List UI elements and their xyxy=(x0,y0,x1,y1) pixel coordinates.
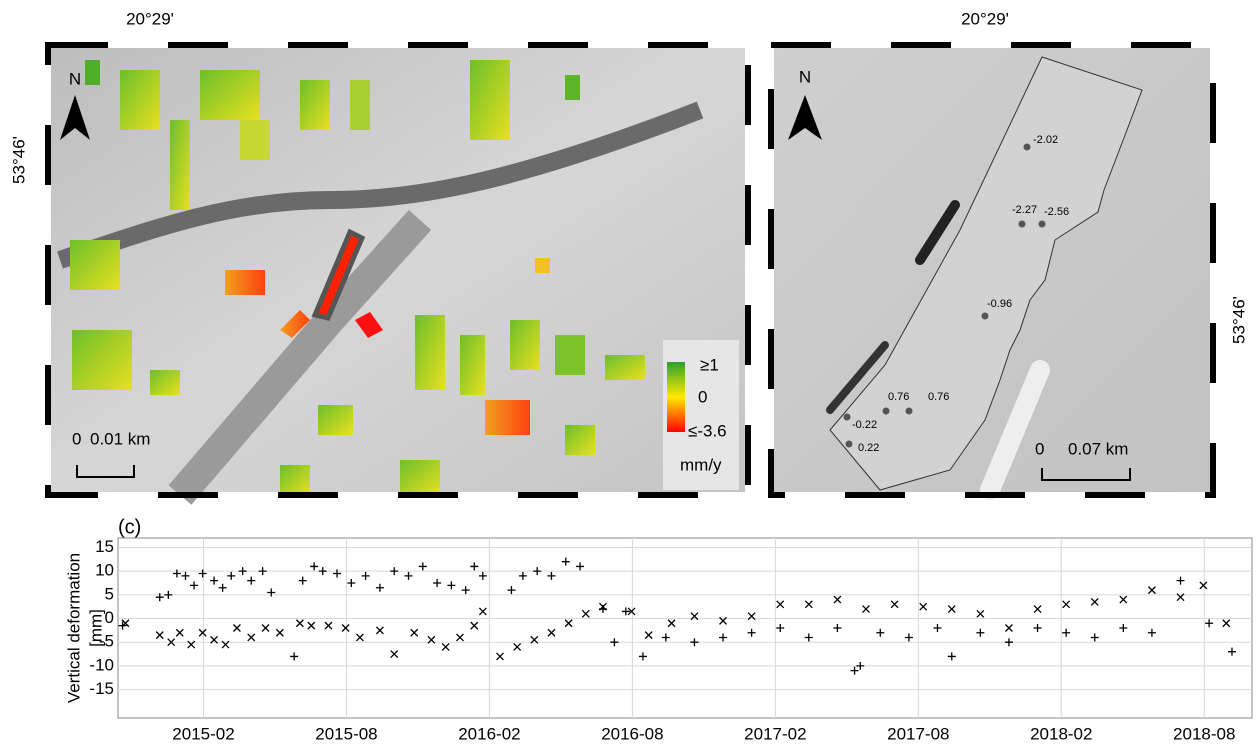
point xyxy=(1024,144,1031,151)
point-label: -0.22 xyxy=(852,419,877,431)
y-tick-label: 15 xyxy=(95,537,114,556)
legend-bottom: ≤-3.6 xyxy=(688,421,727,440)
x-tick-label: 2018-02 xyxy=(1030,724,1092,743)
point xyxy=(1039,221,1046,228)
scale-end: 0.01 km xyxy=(90,429,150,448)
latitude-label: 53°46' xyxy=(9,136,28,184)
point xyxy=(1019,221,1026,228)
right-map: N -2.02-2.27-2.56-0.960.760.76-0.220.22 … xyxy=(771,45,1213,495)
y-tick-label: 0 xyxy=(105,608,114,627)
x-tick-label: 2017-02 xyxy=(744,724,806,743)
point xyxy=(846,441,853,448)
north-label: N xyxy=(799,67,811,86)
longitude-label: 20°29' xyxy=(961,9,1009,28)
scale-start: 0 xyxy=(1035,439,1044,458)
x-tick-label: 2015-08 xyxy=(315,724,377,743)
y-tick-label: 5 xyxy=(105,584,114,603)
point-label: 0.76 xyxy=(888,391,909,403)
north-label: N xyxy=(69,69,81,88)
x-tick-label: 2017-08 xyxy=(887,724,949,743)
point xyxy=(906,408,913,415)
longitude-label: 20°29' xyxy=(126,9,174,28)
latitude-label: 53°46' xyxy=(1229,296,1248,344)
y-tick-label: -15 xyxy=(89,679,114,698)
page: {"maps": { "top_longitude_left": "20°29'… xyxy=(0,0,1259,751)
figure: N ≥1 0 ≤-3.6 mm/y 0 0.01 km N -2.02 -2.27… xyxy=(0,0,1259,746)
x-tick-label: 2015-02 xyxy=(172,724,234,743)
point-label: 0.22 xyxy=(858,442,879,454)
legend-middle: 0 xyxy=(698,387,707,406)
point-label: -0.96 xyxy=(987,298,1012,310)
plot-area xyxy=(118,538,1252,718)
point xyxy=(982,313,989,320)
legend-ramp xyxy=(667,362,685,432)
x-tick-label: 2016-02 xyxy=(458,724,520,743)
point-label: -2.02 xyxy=(1033,134,1058,146)
y-tick-label: -5 xyxy=(99,632,114,651)
point xyxy=(844,414,851,421)
point-label: 0.76 xyxy=(928,391,949,403)
point-label: -2.27 xyxy=(1012,204,1037,216)
legend-top: ≥1 xyxy=(700,355,719,374)
y-tick-label: -10 xyxy=(89,655,114,674)
scale-end: 0.07 km xyxy=(1068,439,1128,458)
legend-unit: mm/y xyxy=(680,455,722,474)
scale-start: 0 xyxy=(72,429,81,448)
y-tick-label: 10 xyxy=(95,561,114,580)
y-axis-label: Vertical deformation xyxy=(64,553,83,703)
x-tick-label: 2018-08 xyxy=(1173,724,1235,743)
point xyxy=(883,408,890,415)
x-tick-label: 2016-08 xyxy=(601,724,663,743)
left-map: N ≥1 0 ≤-3.6 mm/y 0 0.01 km xyxy=(48,45,748,495)
point-label: -2.56 xyxy=(1044,206,1069,218)
panel-label: (c) xyxy=(118,516,141,538)
